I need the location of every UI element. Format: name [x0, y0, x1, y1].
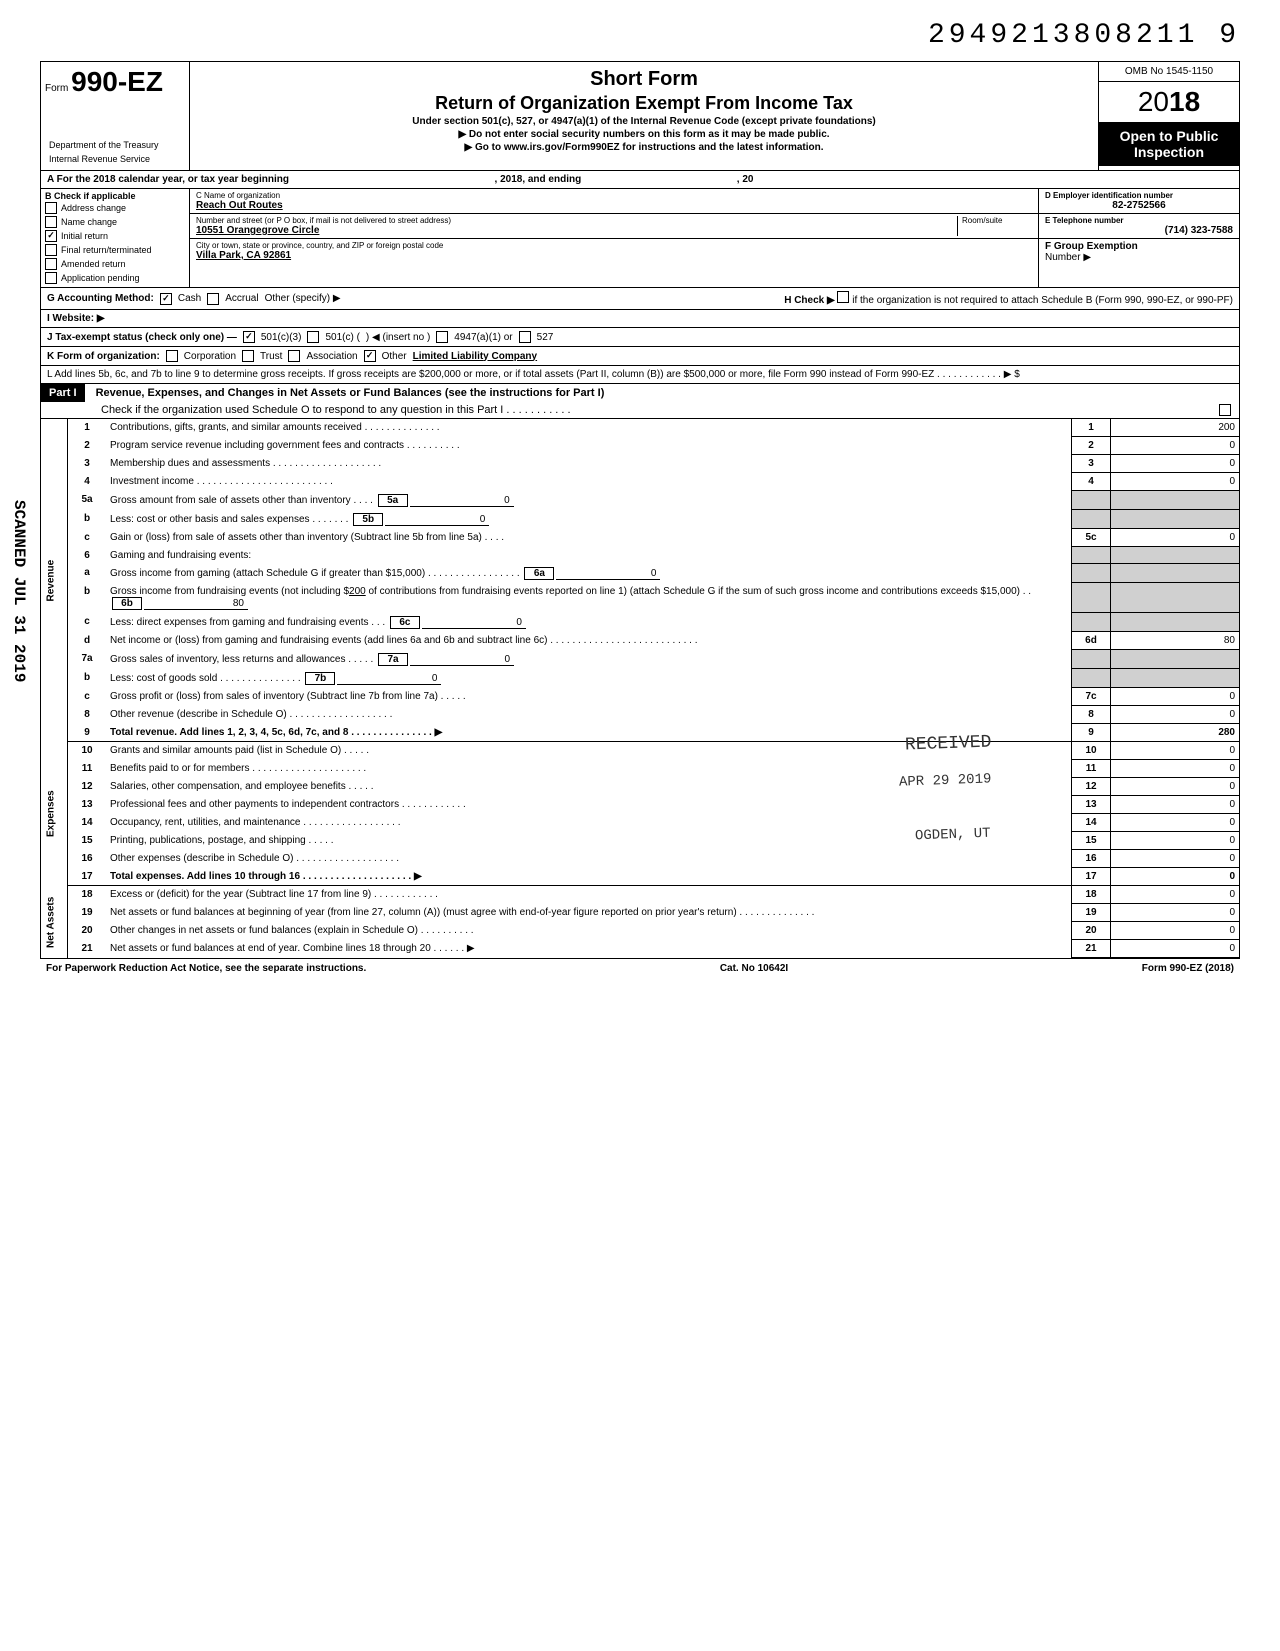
check-accrual[interactable]	[207, 293, 219, 305]
line-6c-amount: 0	[422, 617, 526, 629]
dept-treasury: Department of the Treasury	[45, 138, 185, 152]
line-10-amount: 0	[1111, 742, 1240, 760]
catalog-number: Cat. No 10642I	[720, 963, 788, 974]
row-l-gross-receipts: L Add lines 5b, 6c, and 7b to line 9 to …	[41, 366, 1239, 384]
line-7a-amount: 0	[410, 654, 514, 666]
line-5a-amount: 0	[410, 495, 514, 507]
check-final-return[interactable]: Final return/terminated	[45, 243, 185, 257]
instructions-link: ▶ Go to www.irs.gov/Form990EZ for instru…	[198, 142, 1090, 153]
line-3-amount: 0	[1111, 455, 1240, 473]
line-21-amount: 0	[1111, 940, 1240, 958]
form-title-main: Return of Organization Exempt From Incom…	[198, 93, 1090, 114]
form-990ez: Form 990-EZ Department of the Treasury I…	[40, 61, 1240, 959]
check-other-org[interactable]	[364, 350, 376, 362]
line-17-amount: 0	[1111, 868, 1240, 886]
row-k-form-org: K Form of organization: Corporation Trus…	[41, 347, 1239, 366]
form-number: Form 990-EZ	[45, 66, 185, 98]
ogden-stamp: OGDEN, UT	[915, 825, 991, 844]
line-6d-amount: 80	[1111, 632, 1240, 650]
check-name-change[interactable]: Name change	[45, 215, 185, 229]
city-value: Villa Park, CA 92861	[196, 250, 1032, 261]
group-exemption-number: Number ▶	[1045, 252, 1091, 263]
check-501c3[interactable]	[243, 331, 255, 343]
row-j-tax-exempt: J Tax-exempt status (check only one) — 5…	[41, 328, 1239, 347]
line-8-amount: 0	[1111, 706, 1240, 724]
check-schedule-b[interactable]	[837, 291, 849, 303]
part-1-header: Part I Revenue, Expenses, and Changes in…	[41, 384, 1239, 419]
line-9-amount: 280	[1111, 724, 1240, 742]
line-6a-amount: 0	[556, 568, 660, 580]
row-i-website: I Website: ▶	[41, 310, 1239, 328]
line-1-amount: 200	[1111, 419, 1240, 437]
check-address-change[interactable]: Address change	[45, 201, 185, 215]
group-exemption-label: F Group Exemption	[1045, 241, 1138, 252]
received-date-stamp: APR 29 2019	[898, 771, 991, 790]
row-g-accounting: G Accounting Method: Cash Accrual Other …	[41, 288, 1239, 310]
tel-label: E Telephone number	[1045, 216, 1233, 225]
city-label: City or town, state or province, country…	[196, 241, 1032, 250]
omb-number: OMB No 1545-1150	[1099, 62, 1239, 82]
paperwork-notice: For Paperwork Reduction Act Notice, see …	[46, 963, 366, 974]
line-16-amount: 0	[1111, 850, 1240, 868]
check-amended-return[interactable]: Amended return	[45, 257, 185, 271]
line-11-amount: 0	[1111, 760, 1240, 778]
line-14-amount: 0	[1111, 814, 1240, 832]
street-value: 10551 Orangegrove Circle	[196, 225, 957, 236]
line-7c-amount: 0	[1111, 688, 1240, 706]
part-1-table: Revenue 1 Contributions, gifts, grants, …	[41, 419, 1239, 958]
line-5c-amount: 0	[1111, 529, 1240, 547]
line-2-amount: 0	[1111, 437, 1240, 455]
section-bcd: B Check if applicable Address change Nam…	[41, 189, 1239, 288]
ein-label: D Employer identification number	[1045, 191, 1233, 200]
check-schedule-o[interactable]	[1219, 404, 1231, 416]
line-12-amount: 0	[1111, 778, 1240, 796]
check-corporation[interactable]	[166, 350, 178, 362]
form-subtitle: Under section 501(c), 527, or 4947(a)(1)…	[198, 116, 1090, 127]
net-assets-side-label: Net Assets	[41, 886, 68, 958]
open-to-public: Open to Public Inspection	[1099, 122, 1239, 166]
section-c-org-info: C Name of organization Reach Out Routes …	[190, 189, 1039, 287]
street-label: Number and street (or P O box, if mail i…	[196, 216, 957, 225]
document-id-number: 2949213808211 9	[40, 20, 1240, 51]
check-4947[interactable]	[436, 331, 448, 343]
section-def: D Employer identification number 82-2752…	[1039, 189, 1239, 287]
line-5b-amount: 0	[385, 514, 489, 526]
ssn-warning: ▶ Do not enter social security numbers o…	[198, 129, 1090, 140]
check-trust[interactable]	[242, 350, 254, 362]
form-title-short: Short Form	[198, 68, 1090, 91]
tax-year: 2018	[1099, 82, 1239, 122]
form-number-footer: Form 990-EZ (2018)	[1142, 963, 1234, 974]
check-cash[interactable]	[160, 293, 172, 305]
expenses-side-label: Expenses	[41, 742, 68, 886]
room-suite-label: Room/suite	[957, 216, 1032, 236]
form-header: Form 990-EZ Department of the Treasury I…	[41, 62, 1239, 171]
check-527[interactable]	[519, 331, 531, 343]
section-b-checkboxes: B Check if applicable Address change Nam…	[41, 189, 190, 287]
line-15-amount: 0	[1111, 832, 1240, 850]
scanned-stamp: SCANNED JUL 31 2019	[10, 500, 28, 682]
line-13-amount: 0	[1111, 796, 1240, 814]
check-initial-return[interactable]: Initial return	[45, 229, 185, 243]
line-7b-amount: 0	[337, 673, 441, 685]
received-stamp: RECEIVED	[904, 732, 991, 755]
other-org-value: Limited Liability Company	[413, 351, 537, 362]
check-application-pending[interactable]: Application pending	[45, 271, 185, 285]
check-association[interactable]	[288, 350, 300, 362]
dept-irs: Internal Revenue Service	[45, 152, 185, 166]
tel-value: (714) 323-7588	[1045, 225, 1233, 236]
ein-value: 82-2752566	[1045, 200, 1233, 211]
revenue-side-label: Revenue	[41, 419, 68, 742]
form-footer: For Paperwork Reduction Act Notice, see …	[40, 959, 1240, 978]
line-18-amount: 0	[1111, 886, 1240, 904]
line-4-amount: 0	[1111, 473, 1240, 491]
line-6b-amount: 80	[144, 598, 248, 610]
org-name-label: C Name of organization	[196, 191, 1032, 200]
org-name-value: Reach Out Routes	[196, 200, 1032, 211]
check-501c[interactable]	[307, 331, 319, 343]
section-a-tax-year: A For the 2018 calendar year, or tax yea…	[41, 171, 1239, 189]
line-20-amount: 0	[1111, 922, 1240, 940]
line-19-amount: 0	[1111, 904, 1240, 922]
